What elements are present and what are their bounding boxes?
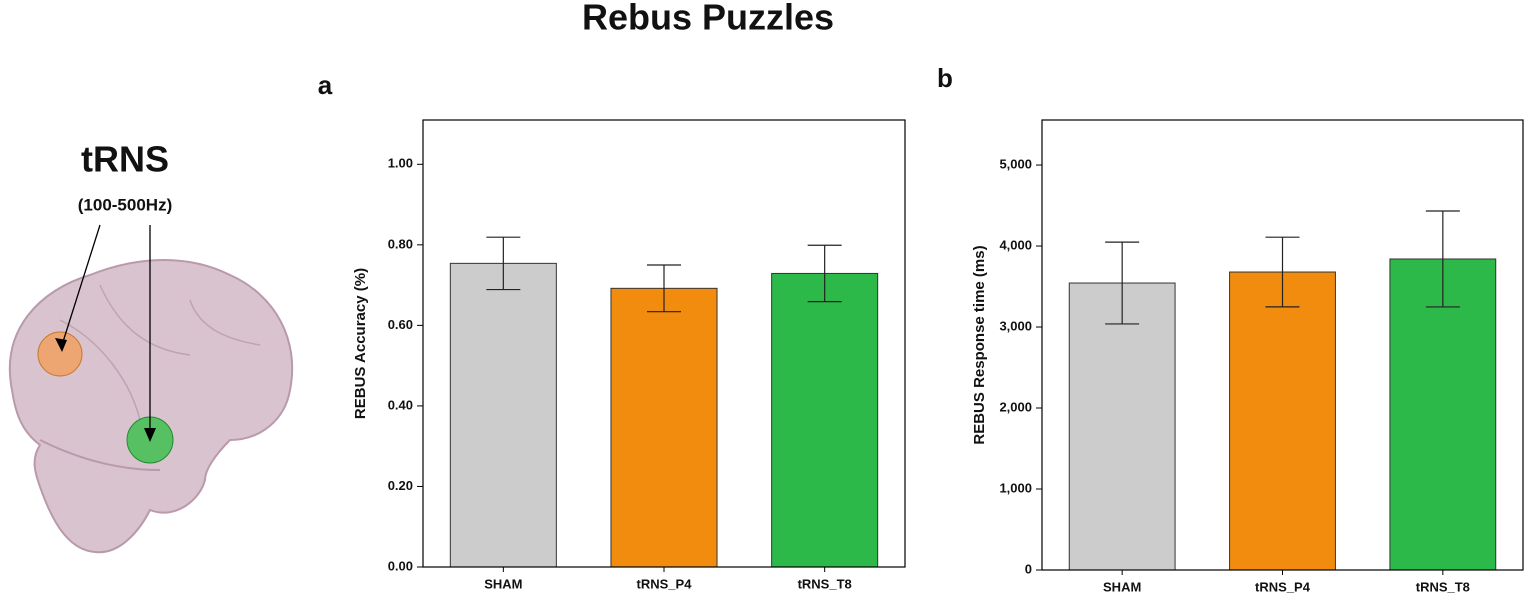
illustration-label: tRNS bbox=[81, 139, 169, 180]
illustration-sublabel: (100-500Hz) bbox=[78, 195, 173, 214]
panel-label: b bbox=[937, 63, 953, 93]
plot-frame bbox=[1041, 119, 1524, 571]
bar bbox=[771, 272, 879, 568]
brain-fold bbox=[59, 284, 261, 421]
bar bbox=[1389, 258, 1497, 571]
bar bbox=[610, 287, 718, 568]
arrow-head bbox=[55, 338, 67, 352]
x-tick-label: tRNS_P4 bbox=[1255, 579, 1311, 594]
panel-label: a bbox=[318, 70, 333, 100]
y-tick-label: 0.60 bbox=[388, 317, 413, 332]
brain-illustration: tRNS (100-500Hz) bbox=[8, 139, 294, 554]
figure-title: Rebus Puzzles bbox=[582, 0, 834, 38]
arrow bbox=[61, 224, 101, 346]
x-tick-label: SHAM bbox=[1103, 579, 1141, 594]
y-tick-label: 4,000 bbox=[999, 237, 1032, 252]
y-tick-label: 0 bbox=[1025, 561, 1032, 576]
arrow-head bbox=[144, 428, 156, 442]
y-tick-label: 1,000 bbox=[999, 480, 1032, 495]
y-tick-label: 0.20 bbox=[388, 478, 413, 493]
y-tick-label: 2,000 bbox=[999, 399, 1032, 414]
y-axis-label: REBUS Accuracy (%) bbox=[352, 268, 369, 419]
y-tick-label: 0.00 bbox=[388, 558, 413, 573]
x-tick-label: SHAM bbox=[484, 576, 522, 591]
electrode-p4 bbox=[37, 331, 83, 377]
brain bbox=[8, 259, 294, 554]
plot-frame bbox=[422, 119, 906, 568]
y-tick-label: 5,000 bbox=[999, 156, 1032, 171]
y-tick-label: 1.00 bbox=[388, 156, 413, 171]
bar bbox=[1229, 271, 1336, 571]
y-axis-label: REBUS Response time (ms) bbox=[971, 245, 988, 444]
y-tick-label: 0.40 bbox=[388, 397, 413, 412]
x-tick-label: tRNS_P4 bbox=[637, 576, 693, 591]
y-tick-label: 0.80 bbox=[388, 236, 413, 251]
bar bbox=[1068, 282, 1176, 571]
x-tick-label: tRNS_T8 bbox=[798, 576, 852, 591]
y-tick-label: 3,000 bbox=[999, 318, 1032, 333]
bar bbox=[449, 262, 557, 568]
brain-fold bbox=[39, 439, 161, 471]
x-tick-label: tRNS_T8 bbox=[1416, 579, 1470, 594]
